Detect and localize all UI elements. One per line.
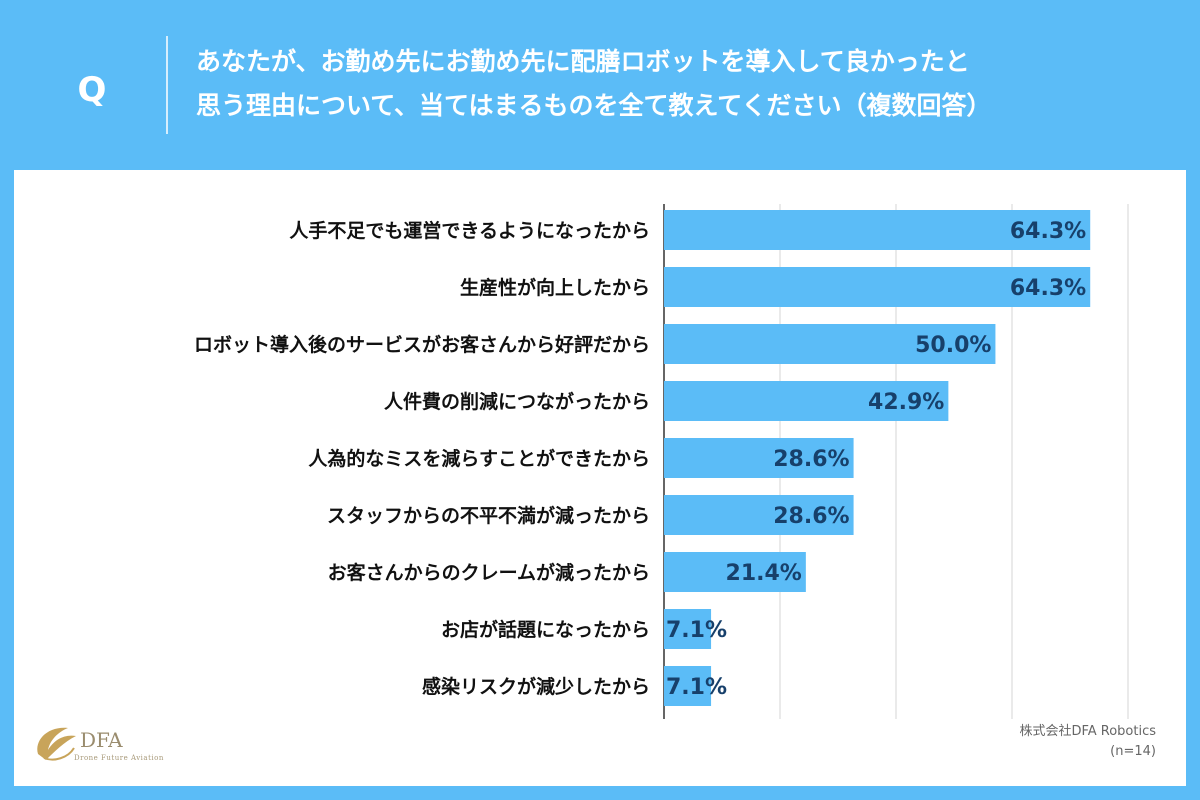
category-label-9: 感染リスクが減少したから — [422, 675, 650, 698]
bar-7 — [664, 552, 806, 592]
sample-size: (n=14) — [1110, 744, 1156, 759]
bar-2 — [664, 267, 1091, 307]
label-layer: 人手不足でも運営できるようになったから 64.3% 生産性が向上したから 64.3% ロ… — [194, 219, 1086, 700]
question-text: あなたが、お勤め先にお勤め先に配膳ロボットを導入して良かったと 思う理由について… — [196, 40, 1186, 128]
category-label-8: お店が話題になったから — [441, 618, 650, 641]
category-label-7: お客さんからのクレームが減ったから — [328, 561, 650, 584]
question-marker: Q — [77, 70, 107, 110]
category-label-2: 生産性が向上したから — [460, 276, 650, 299]
value-label-2: 64.3% — [1010, 276, 1086, 301]
value-label-9: 7.1% — [666, 675, 727, 700]
chart-panel: 人手不足でも運営できるようになったから 64.3% 生産性が向上したから 64.3% ロ… — [14, 170, 1186, 786]
category-label-4: 人件費の削減につながったから — [384, 390, 650, 413]
bar-1 — [664, 210, 1091, 250]
bar-layer — [664, 210, 1091, 706]
credit-company: 株式会社DFA Robotics — [1019, 724, 1156, 739]
bar-8 — [664, 609, 712, 649]
value-label-6: 28.6% — [773, 504, 849, 529]
bar-3 — [664, 324, 996, 364]
source-credit: 株式会社DFA Robotics (n=14) — [1019, 722, 1156, 762]
value-label-4: 42.9% — [868, 390, 944, 415]
bar-chart: 人手不足でも運営できるようになったから 64.3% 生産性が向上したから 64.3% ロ… — [194, 204, 1129, 719]
value-label-5: 28.6% — [773, 447, 849, 472]
logo-text: DFA — [80, 728, 123, 752]
question-line-2: 思う理由について、当てはまるものを全て教えてください（複数回答） — [196, 91, 992, 120]
category-label-6: スタッフからの不平不満が減ったから — [327, 504, 650, 527]
bar-4 — [664, 381, 949, 421]
value-label-7: 21.4% — [726, 561, 802, 586]
category-label-1: 人手不足でも運営できるようになったから — [289, 219, 650, 242]
category-label-5: 人為的なミスを減らすことができたから — [308, 447, 650, 470]
logo-subtext: Drone Future Aviation — [74, 754, 164, 762]
value-label-1: 64.3% — [1010, 219, 1086, 244]
value-label-3: 50.0% — [915, 333, 991, 358]
question-line-1: あなたが、お勤め先にお勤め先に配膳ロボットを導入して良かったと — [196, 47, 970, 76]
header-divider — [166, 36, 168, 134]
dfa-logo-icon — [37, 727, 76, 761]
bar-5 — [664, 438, 854, 478]
category-label-3: ロボット導入後のサービスがお客さんから好評だから — [194, 333, 650, 356]
bar-9 — [664, 666, 712, 706]
value-label-8: 7.1% — [666, 618, 727, 643]
bar-6 — [664, 495, 854, 535]
